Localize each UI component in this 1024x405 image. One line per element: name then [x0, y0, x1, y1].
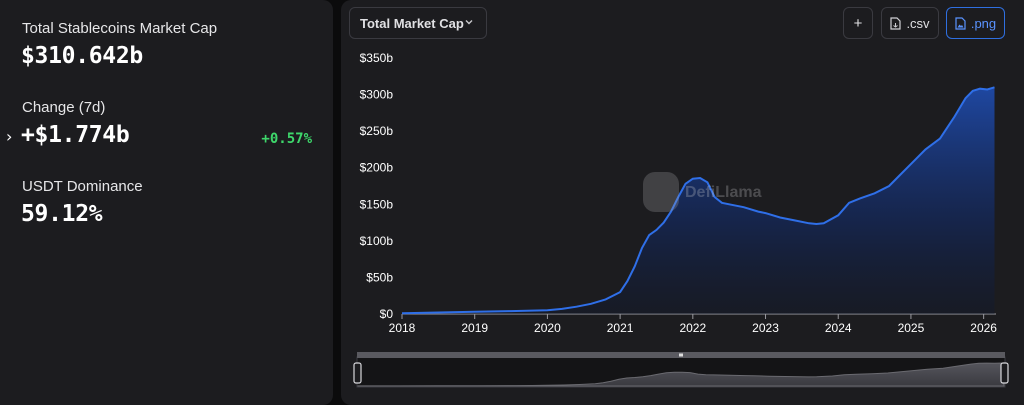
metric-dropdown-label: Total Market Cap	[360, 15, 464, 31]
navigator-right-handle[interactable]	[1000, 362, 1009, 384]
scrollbar-grip-icon	[679, 353, 683, 357]
metric-dropdown[interactable]: Total Market Cap	[349, 7, 487, 39]
x-tick-label: 2022	[679, 321, 706, 335]
chevron-down-icon	[465, 20, 473, 25]
chart-line-series	[401, 86, 995, 315]
defillama-watermark: DefiLlama	[643, 172, 762, 212]
x-tick-label: 2025	[898, 321, 925, 335]
plus-icon: +	[853, 14, 863, 32]
change-7d-percent: +0.57%	[261, 131, 312, 147]
market-cap-label: Total Stablecoins Market Cap	[22, 20, 218, 37]
change-7d-label: Change (7d)	[22, 99, 106, 116]
x-tick-label: 2019	[461, 321, 488, 335]
y-tick-label: $50b	[366, 270, 393, 284]
navigator-area	[357, 362, 1005, 387]
usdt-dominance-label: USDT Dominance	[22, 178, 143, 195]
chart-panel: Total Market Cap + .csv .png	[341, 0, 1024, 405]
y-tick-label: $100b	[360, 234, 394, 248]
x-tick-label: 2018	[389, 321, 416, 335]
csv-label: .csv	[906, 15, 930, 31]
y-tick-label: $250b	[360, 124, 394, 138]
x-tick-label: 2026	[970, 321, 997, 335]
chevron-right-icon[interactable]: ›	[6, 127, 13, 146]
y-tick-label: $150b	[360, 197, 394, 211]
y-axis: $0 $50b $100b $150b $200b $250b $300b $350b	[360, 51, 394, 321]
range-navigator[interactable]	[353, 352, 1009, 388]
y-tick-label: $0	[380, 307, 394, 321]
download-png-button[interactable]: .png	[946, 7, 1005, 39]
watermark-text: DefiLlama	[685, 184, 762, 201]
change-7d-value: +$1.774b	[21, 122, 130, 148]
stats-panel: Total Stablecoins Market Cap $310.642b ›…	[0, 0, 333, 405]
file-icon	[890, 16, 902, 30]
x-axis: 2018 2019 2020 2021 2022 2023 2024 2025 2026	[389, 313, 997, 335]
usdt-dominance-value: 59.12%	[21, 201, 103, 227]
x-tick-label: 2020	[534, 321, 561, 335]
x-tick-label: 2023	[752, 321, 779, 335]
chart-area-fill	[402, 87, 995, 314]
navigator-left-handle[interactable]	[353, 362, 362, 384]
market-cap-chart: $0 $50b $100b $150b $200b $250b $300b $350b 201…	[353, 51, 1009, 388]
y-tick-label: $300b	[360, 88, 394, 102]
y-tick-label: $350b	[360, 51, 394, 65]
y-tick-label: $200b	[360, 161, 394, 175]
download-csv-button[interactable]: .csv	[881, 7, 939, 39]
png-label: .png	[970, 15, 997, 31]
x-tick-label: 2021	[607, 321, 634, 335]
image-file-icon	[955, 16, 966, 30]
x-tick-label: 2024	[825, 321, 852, 335]
market-cap-value: $310.642b	[21, 43, 143, 69]
add-button[interactable]: +	[843, 7, 873, 39]
